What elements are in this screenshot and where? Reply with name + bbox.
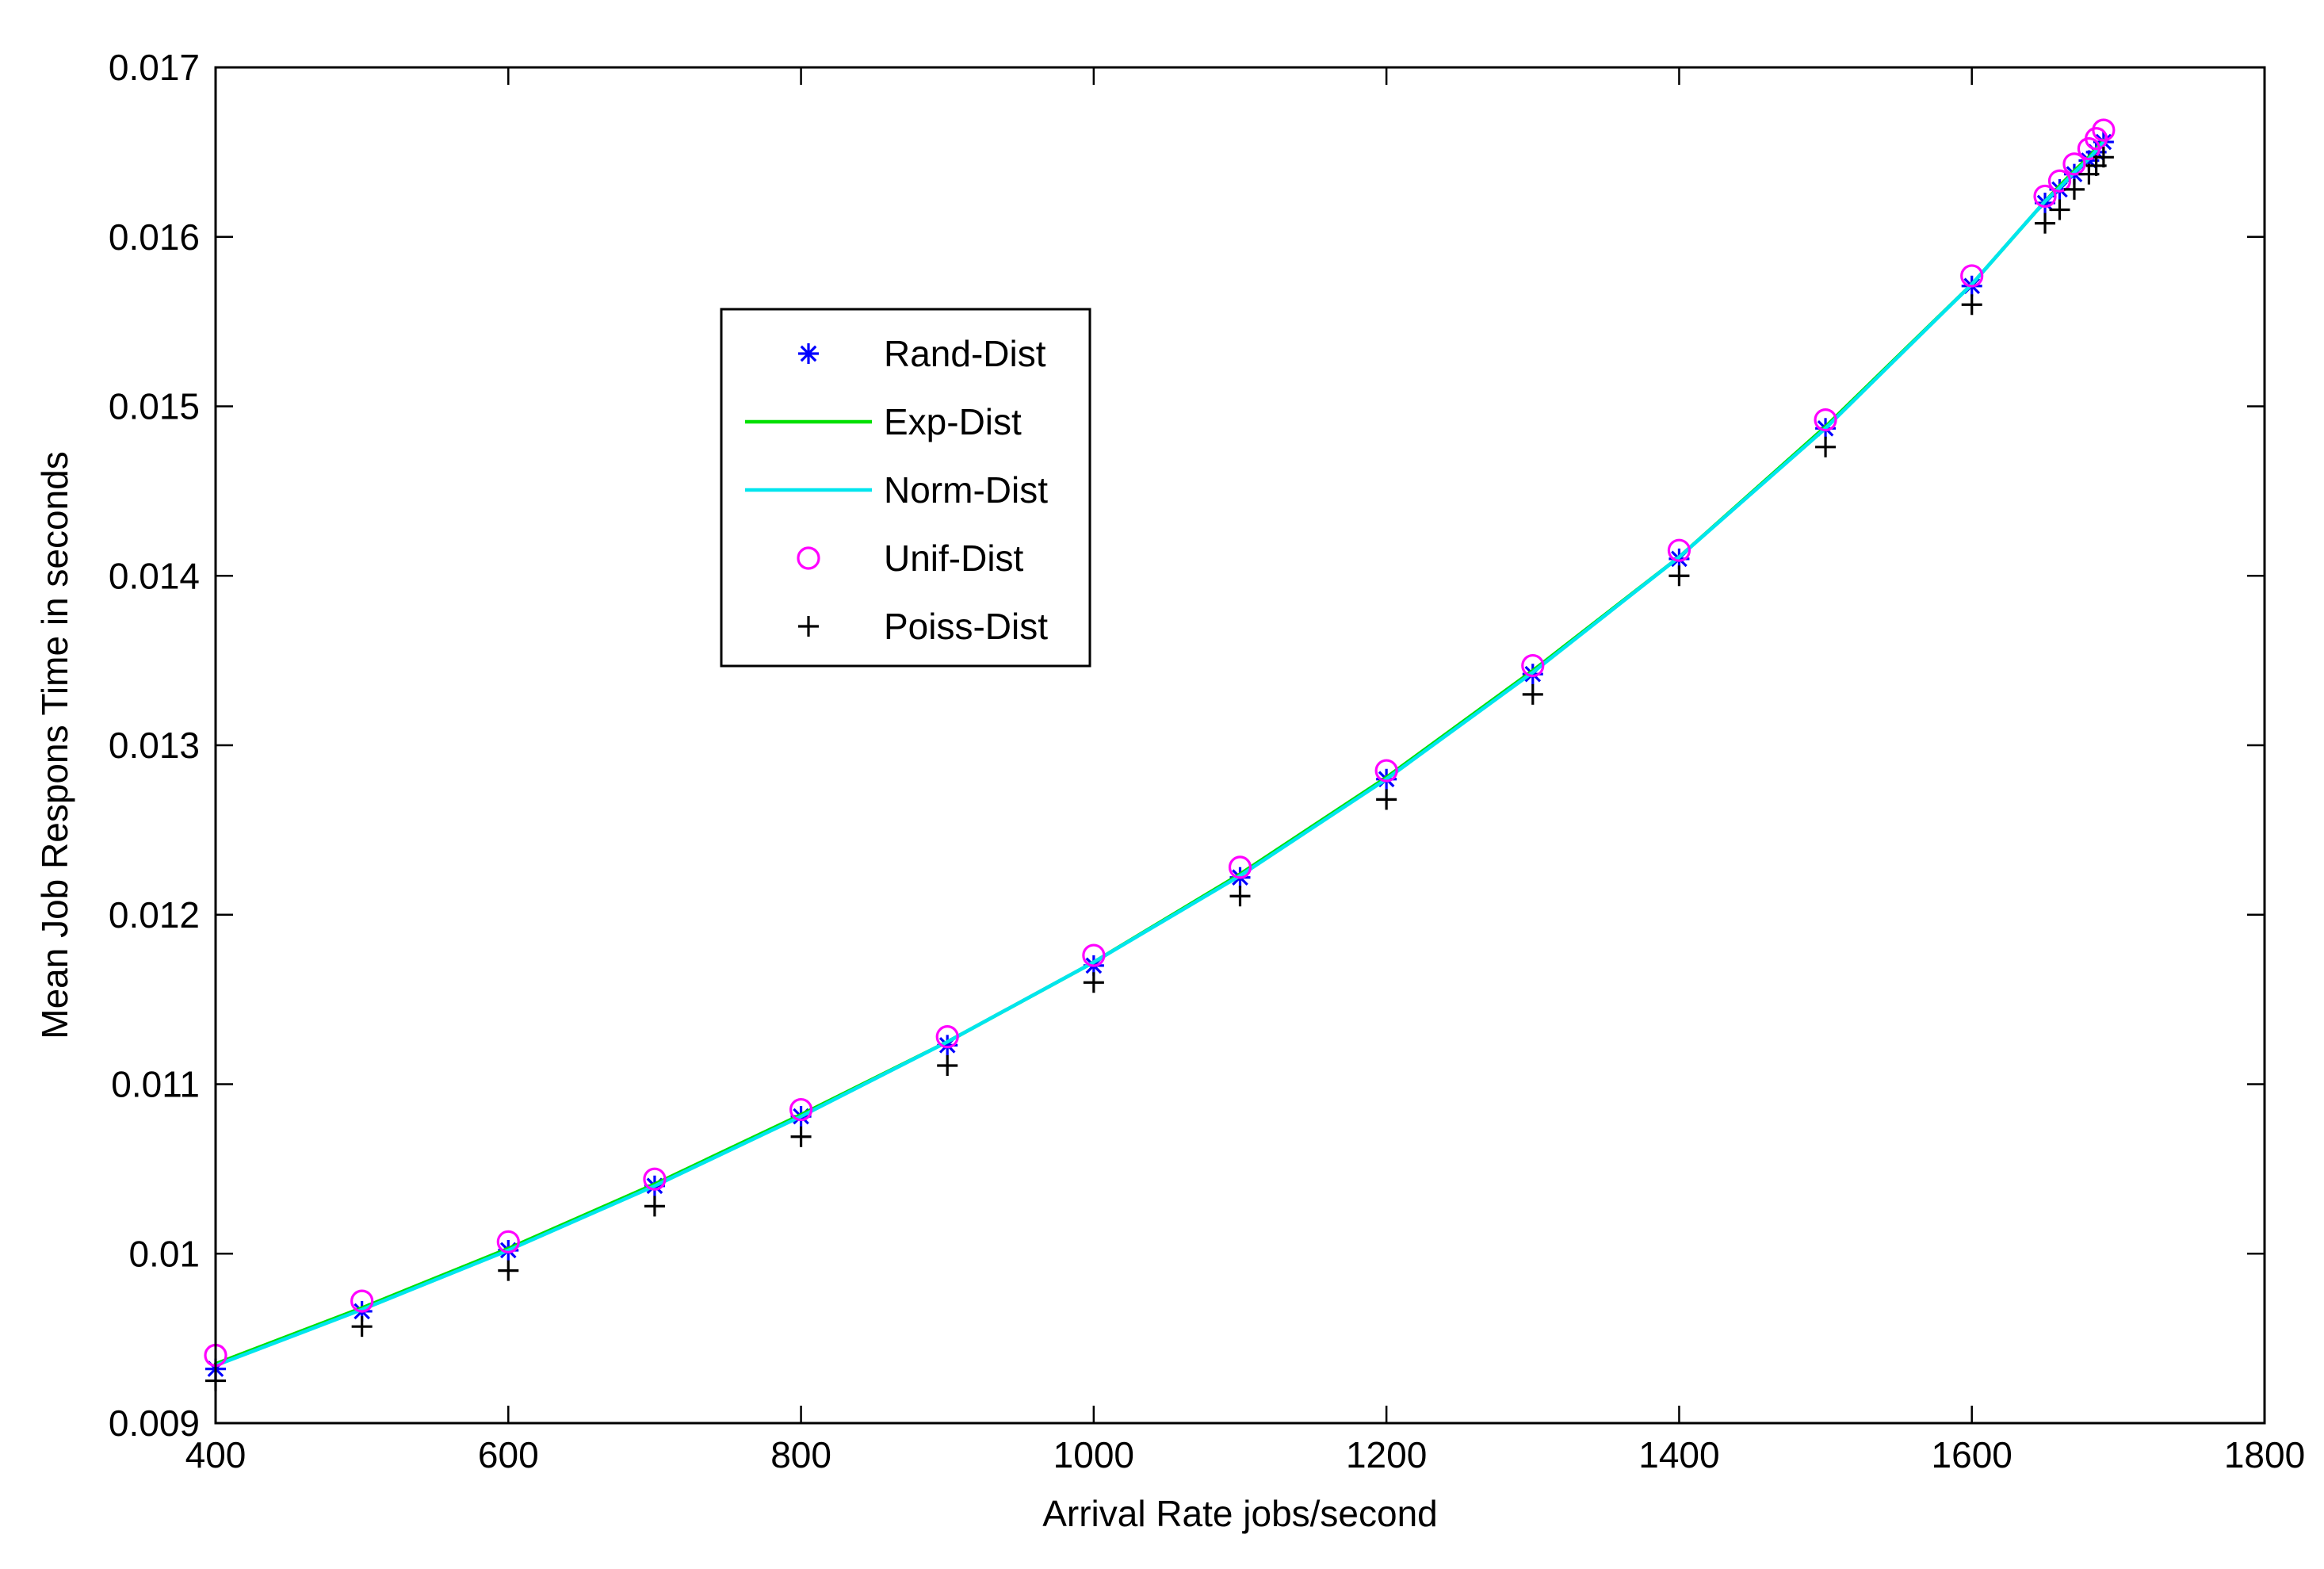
legend: Rand-Dist Exp-Dist Norm-Dist Unif-Dist Poiss… bbox=[720, 308, 1091, 668]
x-tick-label: 600 bbox=[478, 1434, 539, 1475]
x-axis: 400 600 800 1000 1200 1400 1600 1800 bbox=[185, 67, 2305, 1475]
data-point bbox=[1668, 565, 1690, 587]
y-tick-label: 0.014 bbox=[109, 555, 200, 596]
series-unif-dist bbox=[204, 118, 2116, 1368]
data-point bbox=[643, 1167, 667, 1191]
y-tick-label: 0.012 bbox=[109, 894, 200, 936]
x-tick-label: 800 bbox=[770, 1434, 831, 1475]
legend-item: Rand-Dist bbox=[798, 333, 1046, 374]
series-poiss-dist bbox=[205, 147, 2114, 1391]
data-point bbox=[2049, 199, 2070, 220]
data-point bbox=[2033, 184, 2057, 209]
data-point bbox=[1814, 408, 1837, 432]
data-point bbox=[1961, 294, 1982, 316]
legend-item: Poiss-Dist bbox=[798, 606, 1048, 647]
data-point bbox=[1083, 972, 1104, 993]
legend-item: Exp-Dist bbox=[745, 401, 1022, 442]
data-point bbox=[2085, 127, 2108, 151]
data-point bbox=[1229, 886, 1251, 907]
data-point bbox=[2035, 212, 2056, 234]
y-axis: 0.009 0.01 0.011 0.012 0.013 0.014 0.015 0.016 0… bbox=[109, 47, 2265, 1444]
legend-marker-swatch bbox=[798, 343, 819, 364]
data-point bbox=[1374, 759, 1398, 783]
legend-box bbox=[720, 308, 1091, 668]
y-tick-label: 0.017 bbox=[109, 47, 200, 88]
data-point bbox=[2093, 147, 2114, 168]
data-point bbox=[1521, 653, 1545, 678]
x-tick-label: 400 bbox=[185, 1434, 247, 1475]
x-tick-label: 1200 bbox=[1346, 1434, 1427, 1475]
legend-label: Exp-Dist bbox=[884, 401, 1022, 442]
data-point bbox=[935, 1025, 959, 1049]
data-point bbox=[351, 1316, 373, 1337]
data-point bbox=[789, 1097, 813, 1122]
data-point bbox=[937, 1054, 958, 1076]
y-tick-label: 0.009 bbox=[109, 1403, 200, 1444]
legend-item: Unif-Dist bbox=[797, 538, 1024, 579]
y-tick-label: 0.011 bbox=[111, 1064, 200, 1105]
x-tick-label: 1800 bbox=[2224, 1434, 2305, 1475]
data-point bbox=[2062, 152, 2086, 176]
x-tick-label: 1600 bbox=[1932, 1434, 2012, 1475]
y-axis-label: Mean Job Respons Time in seconds bbox=[34, 451, 75, 1039]
data-point bbox=[1667, 538, 1691, 562]
data-point bbox=[644, 1196, 665, 1217]
data-point bbox=[496, 1230, 520, 1253]
legend-item: Norm-Dist bbox=[745, 469, 1048, 511]
data-point bbox=[1815, 436, 1837, 457]
series-norm-dist bbox=[213, 140, 2106, 1368]
legend-marker-swatch bbox=[798, 616, 819, 637]
data-point bbox=[790, 1126, 812, 1147]
legend-label: Rand-Dist bbox=[884, 333, 1046, 374]
x-tick-label: 1000 bbox=[1053, 1434, 1134, 1475]
legend-label: Norm-Dist bbox=[884, 469, 1048, 511]
legend-label: Unif-Dist bbox=[884, 538, 1024, 579]
y-tick-label: 0.01 bbox=[128, 1233, 200, 1274]
series-line bbox=[213, 140, 2106, 1368]
data-point bbox=[1960, 264, 1984, 288]
plot-frame bbox=[214, 66, 2266, 1425]
data-point bbox=[1082, 943, 1106, 967]
series-layer bbox=[204, 118, 2116, 1391]
data-point bbox=[498, 1260, 519, 1281]
data-point bbox=[2047, 169, 2072, 193]
asterisk-stroke bbox=[800, 345, 817, 362]
y-tick-label: 0.013 bbox=[109, 725, 200, 766]
data-point bbox=[1228, 855, 1252, 879]
legend-label: Poiss-Dist bbox=[884, 606, 1048, 647]
data-point bbox=[2092, 118, 2116, 142]
data-point bbox=[350, 1289, 374, 1313]
data-point bbox=[2063, 178, 2085, 200]
y-tick-label: 0.016 bbox=[109, 216, 200, 258]
data-point bbox=[1522, 683, 1543, 705]
legend-marker-swatch bbox=[797, 546, 820, 570]
plot-area bbox=[216, 67, 2265, 1423]
x-tick-label: 1400 bbox=[1638, 1434, 1719, 1475]
data-point bbox=[1376, 789, 1397, 810]
x-axis-label: Arrival Rate jobs/second bbox=[1042, 1493, 1438, 1534]
y-tick-label: 0.015 bbox=[109, 386, 200, 427]
